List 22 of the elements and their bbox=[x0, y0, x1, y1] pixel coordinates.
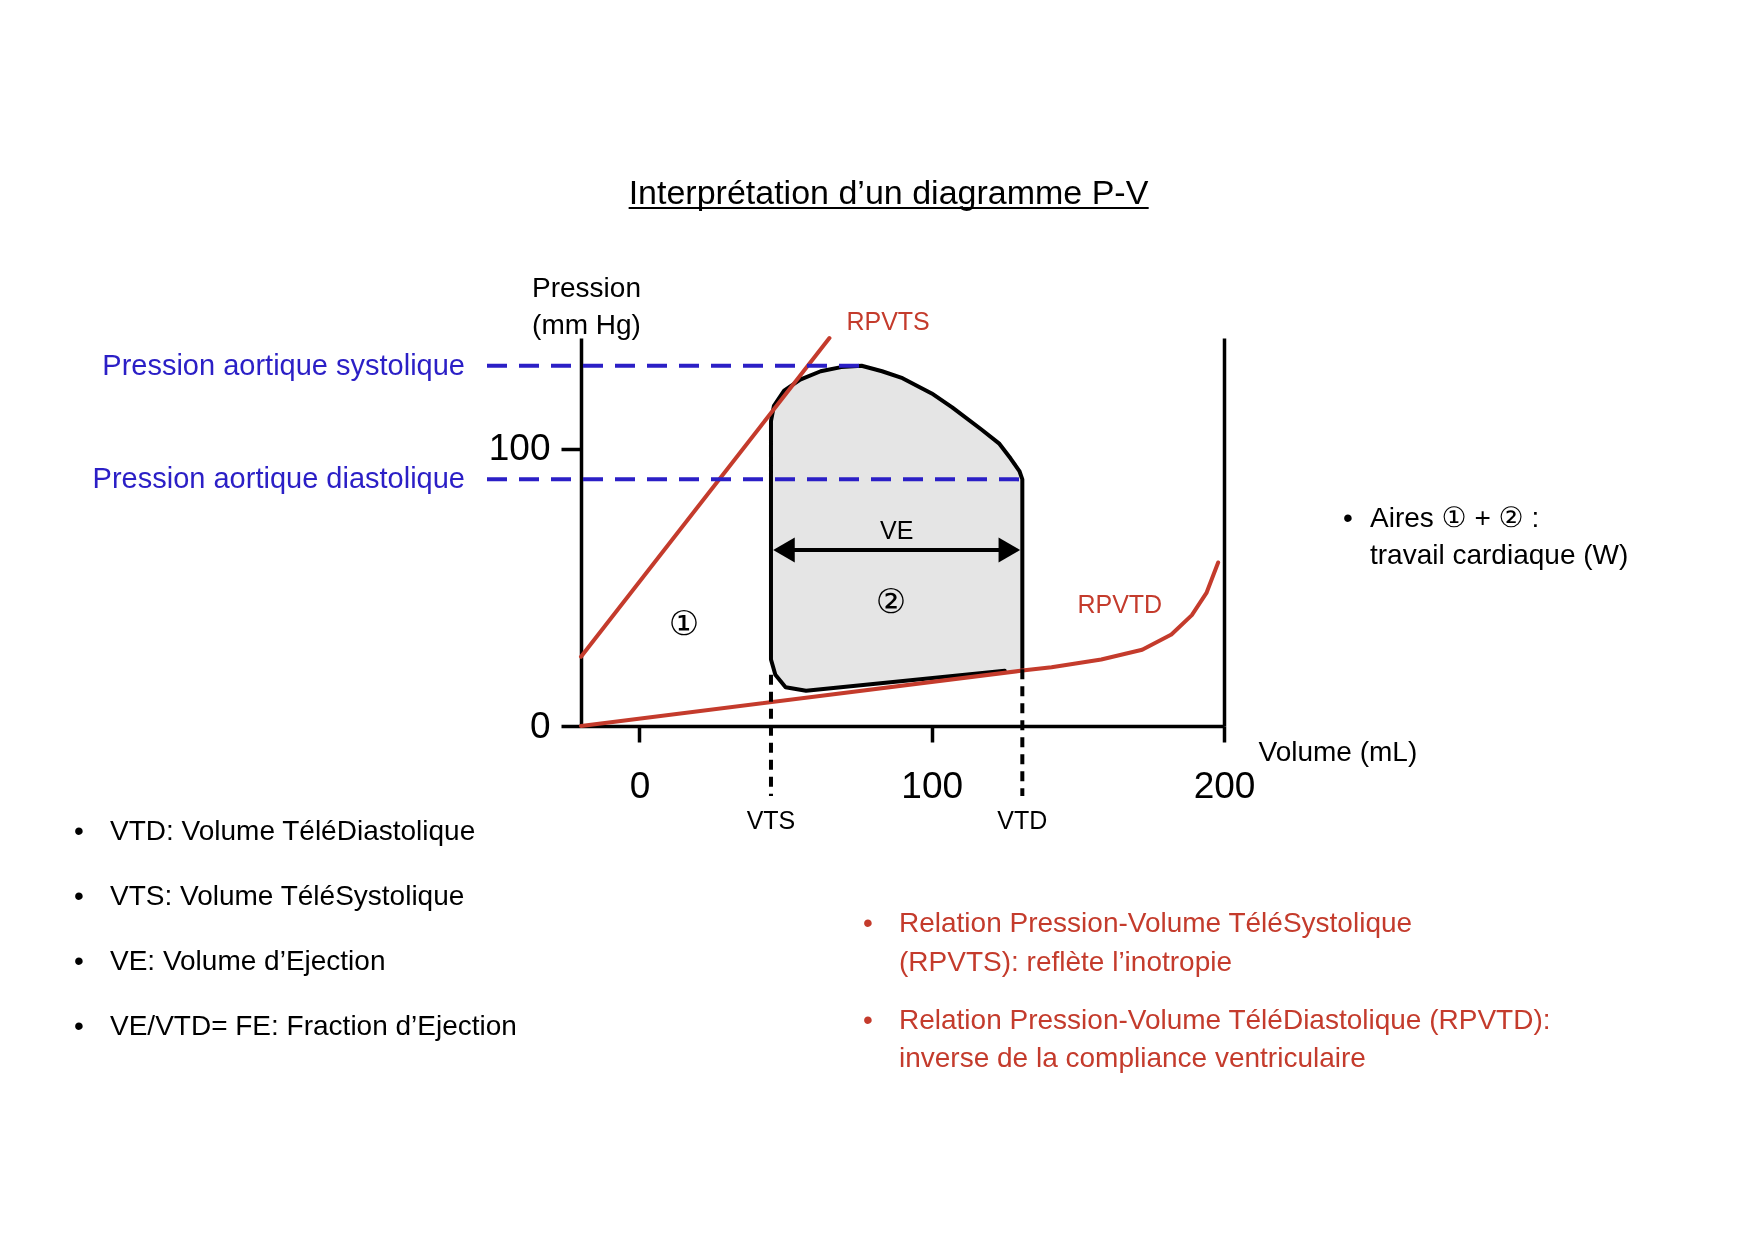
annotation: VE bbox=[879, 516, 914, 544]
y-axis-title: Pression (mm Hg) bbox=[532, 271, 641, 340]
series-label: RPVTS bbox=[846, 307, 930, 335]
text: • Aires ① + ② : travail cardiaque (W) bbox=[1343, 501, 1629, 572]
ref-line-label: Pression aortique diastolique bbox=[92, 462, 465, 495]
text: • VE: Volume d’Ejection bbox=[74, 944, 387, 978]
chart-title: Interprétation d’un diagramme P-V bbox=[628, 173, 1149, 211]
x-tick-label: 200 bbox=[1193, 764, 1256, 806]
text: • Relation Pression-Volume TéléDiastolique (RPVTD): inverse de la compliance ventriculaire bbox=[863, 1002, 1552, 1075]
ref-line-label: VTS bbox=[746, 806, 796, 834]
text: • VTD: Volume TéléDiastolique bbox=[74, 814, 477, 848]
text: • VTS: Volume TéléSystolique bbox=[74, 879, 466, 913]
ref-line-label: Pression aortique systolique bbox=[102, 348, 465, 381]
ref-line-label: VTD bbox=[997, 806, 1048, 834]
x-tick-label: 0 bbox=[629, 764, 651, 806]
x-axis-title: Volume (mL) bbox=[1258, 735, 1418, 767]
series-label: RPVTD bbox=[1077, 590, 1163, 619]
text: • Relation Pression-Volume TéléSystolique (RPVTS): reflète l’inotropie bbox=[863, 906, 1414, 979]
x-tick-label: 100 bbox=[901, 764, 964, 806]
annotation: ① bbox=[668, 604, 700, 642]
annotation: ② bbox=[875, 582, 907, 620]
text: • VE/VTD= FE: Fraction d’Ejection bbox=[74, 1009, 517, 1043]
